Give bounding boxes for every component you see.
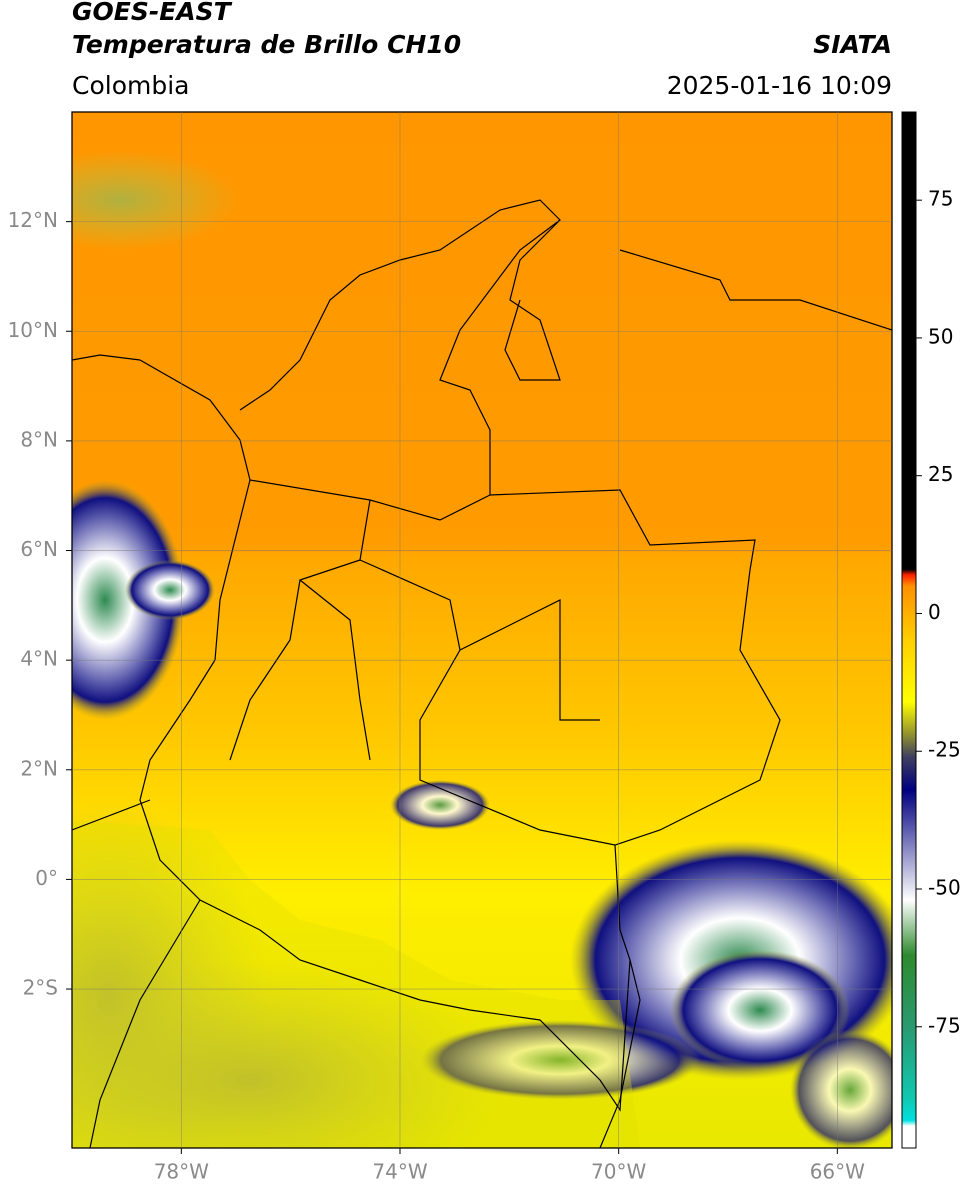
- colorbar-tick-label: -25: [928, 738, 961, 762]
- title: GOES-EAST: [72, 0, 233, 26]
- x-tick-label: 78°W: [154, 1160, 209, 1184]
- map-frame: [71, 111, 893, 1149]
- colorbar-tick-label: -75: [928, 1013, 961, 1037]
- y-tick-label: 12°N: [8, 208, 58, 232]
- subtitle: Temperatura de Brillo CH10: [72, 30, 461, 59]
- y-tick-label: 10°N: [8, 318, 58, 342]
- colorbar-tick-label: 0: [928, 600, 941, 624]
- agency: SIATA: [813, 30, 892, 59]
- y-tick-label: 4°N: [20, 647, 58, 671]
- y-tick-label: 0°: [35, 866, 58, 890]
- datetime: 2025-01-16 10:09: [667, 71, 892, 100]
- colorbar: [901, 111, 917, 1149]
- y-tick-label: 2°N: [20, 756, 58, 780]
- x-tick-label: 66°W: [810, 1160, 865, 1184]
- satellite-image: [72, 112, 892, 1148]
- colorbar-tick-label: -50: [928, 876, 961, 900]
- y-tick-label: 8°N: [20, 427, 58, 451]
- y-tick-label: 2°S: [23, 976, 58, 1000]
- region: Colombia: [72, 71, 189, 100]
- colorbar-tick-label: 50: [928, 324, 953, 348]
- colorbar-tick-label: 75: [928, 187, 953, 211]
- y-tick-label: 6°N: [20, 537, 58, 561]
- x-tick-label: 70°W: [591, 1160, 646, 1184]
- colorbar-tick-label: 25: [928, 462, 953, 486]
- x-tick-label: 74°W: [372, 1160, 427, 1184]
